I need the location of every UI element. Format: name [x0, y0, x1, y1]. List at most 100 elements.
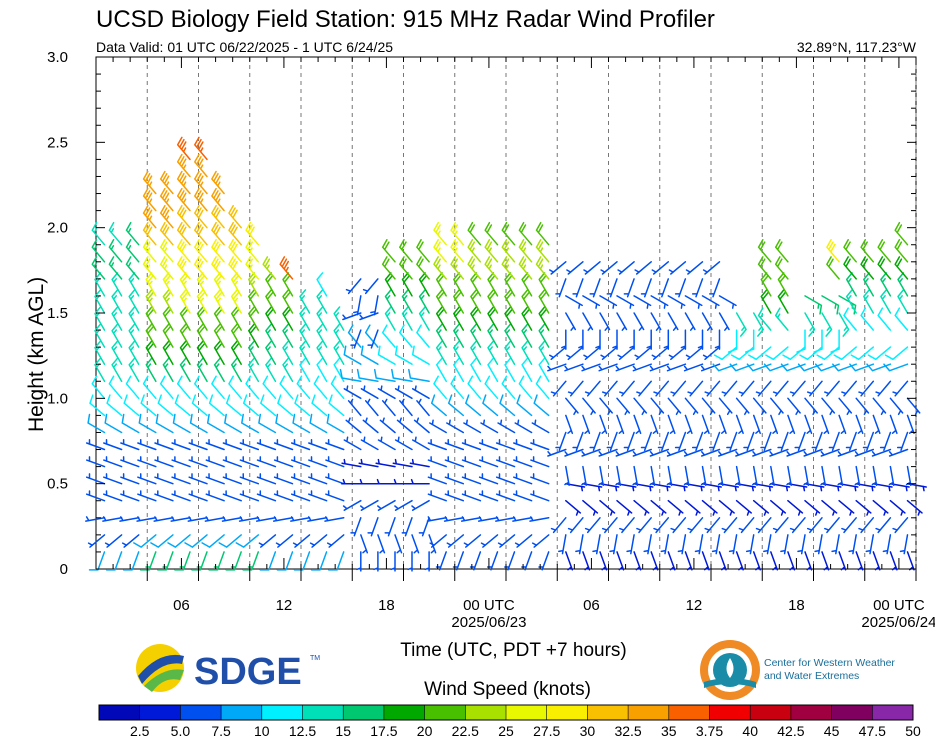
sdge-wordmark: SDGE — [194, 651, 302, 693]
wind-barb — [880, 289, 892, 314]
wind-barb — [255, 516, 277, 522]
wind-barb — [820, 465, 827, 487]
wind-barb — [743, 431, 755, 452]
x-axis-label-text: Time (UTC, PDT +7 hours) — [400, 640, 627, 661]
wind-barb — [499, 394, 516, 417]
wind-barb — [649, 363, 670, 372]
wind-barb — [567, 517, 584, 534]
wind-barb — [453, 357, 465, 383]
colorbar-label: 47.5 — [859, 723, 886, 739]
wind-barb — [409, 478, 430, 485]
wind-barb — [803, 465, 810, 487]
wind-barb — [487, 357, 499, 383]
wind-barb — [145, 272, 157, 297]
wind-barb — [362, 417, 379, 434]
wind-barb — [558, 534, 567, 555]
wind-barb — [606, 278, 618, 298]
wind-barb — [136, 516, 157, 522]
wind-barb — [803, 448, 823, 457]
wind-barb — [453, 289, 465, 314]
wind-barb — [487, 289, 499, 314]
wind-barb — [687, 380, 704, 397]
wind-barb — [308, 473, 328, 485]
wind-barb — [858, 517, 875, 534]
wind-barb — [138, 413, 157, 434]
wind-barb — [704, 380, 721, 397]
wind-barb — [211, 170, 225, 195]
wind-barb — [230, 272, 242, 297]
wind-barb — [111, 306, 123, 331]
wind-barb — [653, 517, 670, 534]
wind-barb — [701, 499, 718, 516]
colorbar-bin — [180, 705, 222, 720]
wind-barb — [905, 465, 912, 487]
wind-barb — [248, 357, 260, 383]
wind-barb — [484, 256, 499, 280]
wind-barb — [595, 329, 601, 350]
wind-barb — [691, 278, 704, 298]
wind-barb — [746, 363, 772, 372]
wind-barb — [738, 517, 755, 534]
colorbar-label: 5.0 — [171, 723, 191, 739]
wind-barb — [906, 414, 915, 435]
wind-barb — [726, 431, 738, 452]
wind-barb — [752, 551, 761, 571]
wind-barb — [194, 170, 208, 195]
wind-barb — [535, 221, 550, 246]
wind-barb — [865, 534, 875, 555]
x-tick-label: 18 — [378, 597, 395, 614]
wind-barb — [514, 419, 533, 434]
wind-barb — [701, 397, 716, 416]
wind-barb — [838, 499, 855, 516]
colorbar-bin — [302, 705, 344, 720]
wind-barb — [478, 456, 499, 468]
wind-barb — [313, 375, 328, 400]
wind-barb — [433, 239, 447, 263]
wind-barb — [843, 239, 857, 263]
wind-barb — [128, 340, 140, 365]
wind-barb — [239, 439, 260, 451]
wind-barb — [235, 534, 260, 548]
wind-barb — [501, 375, 516, 400]
wind-barb — [538, 306, 550, 331]
wind-barb — [452, 551, 465, 571]
wind-barb — [435, 289, 447, 314]
wind-barb — [701, 295, 720, 309]
wind-barb — [120, 439, 140, 451]
wind-barb — [770, 414, 779, 435]
wind-barb — [384, 517, 396, 537]
wind-barb — [341, 478, 362, 485]
wind-barb — [697, 329, 704, 350]
wind-barb — [718, 312, 730, 331]
wind-barb — [153, 516, 174, 522]
wind-barb — [218, 534, 242, 548]
wind-barb — [888, 465, 895, 487]
wind-barb — [843, 307, 857, 331]
wind-barb — [248, 272, 260, 297]
wind-barb — [718, 551, 727, 571]
wind-barb — [461, 439, 482, 451]
wind-barb — [309, 413, 328, 434]
wind-barb — [125, 256, 140, 280]
wind-barb — [469, 551, 482, 571]
wind-barb — [194, 239, 208, 263]
wind-barb — [670, 380, 687, 397]
wind-barb — [650, 295, 669, 309]
wind-barb — [377, 345, 396, 365]
wind-barb — [906, 397, 921, 416]
wind-barb — [159, 187, 174, 212]
wind-barb — [649, 465, 656, 487]
wind-barb — [159, 375, 174, 400]
wind-barb — [88, 551, 106, 571]
wind-barb — [265, 306, 277, 331]
y-tick-label: 0.5 — [47, 476, 68, 493]
wind-barb — [364, 398, 379, 417]
wind-barb — [196, 357, 208, 383]
wind-barb — [518, 239, 533, 263]
wind-barb — [411, 534, 420, 554]
wind-barb — [572, 278, 584, 298]
wind-barb — [196, 289, 208, 314]
wind-barb — [394, 345, 413, 365]
wind-barb — [435, 357, 447, 383]
wind-barb — [504, 306, 516, 331]
